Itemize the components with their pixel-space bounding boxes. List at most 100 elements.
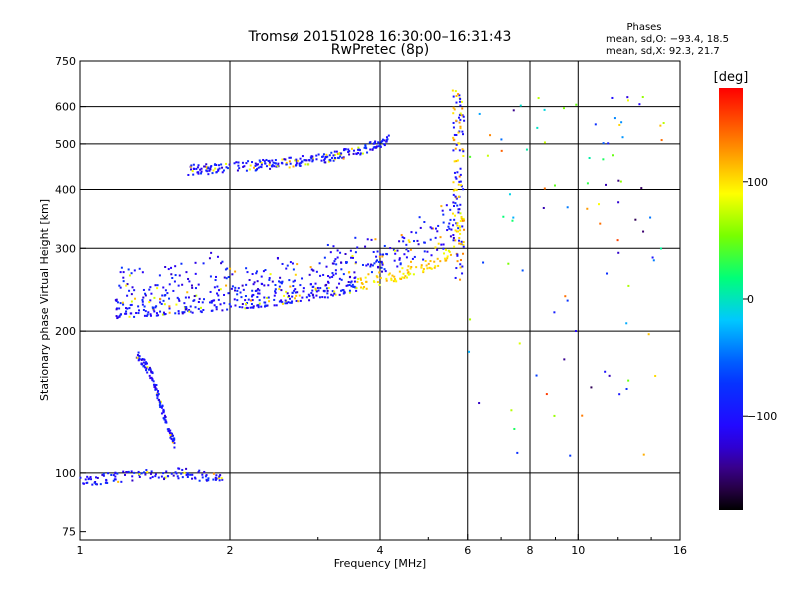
- data-point: [166, 292, 169, 295]
- data-point: [215, 171, 218, 174]
- data-point: [437, 224, 440, 227]
- data-point: [251, 289, 254, 292]
- data-point: [285, 290, 288, 293]
- data-point: [185, 473, 188, 476]
- data-point: [158, 400, 161, 403]
- data-point: [436, 230, 439, 233]
- data-point: [293, 279, 296, 282]
- data-point: [454, 90, 457, 93]
- data-point: [207, 477, 210, 480]
- data-point: [266, 296, 269, 299]
- data-point: [154, 475, 157, 478]
- data-point: [150, 371, 153, 374]
- data-point: [357, 152, 360, 155]
- data-point: [219, 474, 222, 477]
- data-point: [326, 280, 329, 283]
- data-point: [296, 159, 299, 162]
- data-point: [327, 281, 330, 284]
- data-point: [244, 299, 247, 302]
- y-tick-label: 300: [55, 242, 76, 255]
- data-point: [245, 283, 248, 286]
- data-point: [181, 312, 184, 315]
- data-point: [185, 271, 188, 274]
- data-point: [145, 361, 148, 364]
- data-point: [440, 243, 443, 246]
- data-point: [174, 312, 177, 315]
- data-point: [459, 127, 462, 130]
- data-point: [451, 89, 454, 92]
- data-point: [91, 483, 94, 486]
- data-point: [460, 215, 463, 218]
- data-point: [402, 240, 405, 243]
- data-point: [257, 288, 260, 291]
- data-point: [307, 293, 310, 296]
- data-point: [205, 479, 208, 482]
- data-point: [110, 473, 113, 476]
- data-point: [309, 266, 312, 269]
- data-point: [407, 273, 410, 276]
- data-point: [659, 124, 662, 127]
- data-point: [159, 310, 162, 313]
- data-point: [386, 138, 389, 141]
- data-point: [274, 291, 277, 294]
- data-point: [390, 279, 393, 282]
- data-point: [305, 159, 308, 162]
- data-point: [311, 293, 314, 296]
- data-point: [173, 442, 176, 445]
- data-point: [459, 242, 462, 245]
- data-point: [328, 276, 331, 279]
- data-point: [333, 153, 336, 156]
- data-point: [344, 253, 347, 256]
- data-point: [407, 250, 410, 253]
- data-point: [292, 280, 295, 283]
- data-point: [385, 279, 388, 282]
- data-point: [135, 312, 138, 315]
- data-point: [251, 294, 254, 297]
- data-point: [478, 112, 481, 115]
- data-point: [385, 140, 388, 143]
- data-point: [141, 300, 144, 303]
- data-point: [625, 387, 628, 390]
- data-point: [324, 161, 327, 164]
- colorbar-gradient: [719, 88, 743, 510]
- colorbar: 100 0 −100: [719, 88, 777, 510]
- data-point: [452, 189, 455, 192]
- y-tick-label: 75: [62, 526, 76, 539]
- data-point: [260, 161, 263, 164]
- data-point: [350, 285, 353, 288]
- data-point: [453, 171, 456, 174]
- data-point: [176, 296, 179, 299]
- data-point: [160, 405, 163, 408]
- data-point: [215, 477, 218, 480]
- data-point: [149, 472, 152, 475]
- data-point: [115, 315, 118, 318]
- data-point: [406, 272, 409, 275]
- data-point: [250, 303, 253, 306]
- data-point: [137, 312, 140, 315]
- data-point: [252, 166, 255, 169]
- data-point: [364, 276, 367, 279]
- data-point: [331, 272, 334, 275]
- data-point: [594, 123, 597, 126]
- data-point: [191, 473, 194, 476]
- data-point: [138, 475, 141, 478]
- data-point: [162, 286, 165, 289]
- data-point: [181, 476, 184, 479]
- data-point: [353, 285, 356, 288]
- data-point: [458, 94, 461, 97]
- data-point: [356, 280, 359, 283]
- data-point: [225, 166, 228, 169]
- data-point: [180, 262, 183, 265]
- data-point: [289, 162, 292, 165]
- data-point: [455, 267, 458, 270]
- data-point: [605, 183, 608, 186]
- data-point: [328, 154, 331, 157]
- data-point: [288, 279, 291, 282]
- data-point: [136, 354, 139, 357]
- data-point: [241, 161, 244, 164]
- data-point: [469, 318, 472, 321]
- data-point: [264, 304, 267, 307]
- data-point: [455, 94, 458, 97]
- data-point: [611, 154, 614, 157]
- data-point: [420, 264, 423, 267]
